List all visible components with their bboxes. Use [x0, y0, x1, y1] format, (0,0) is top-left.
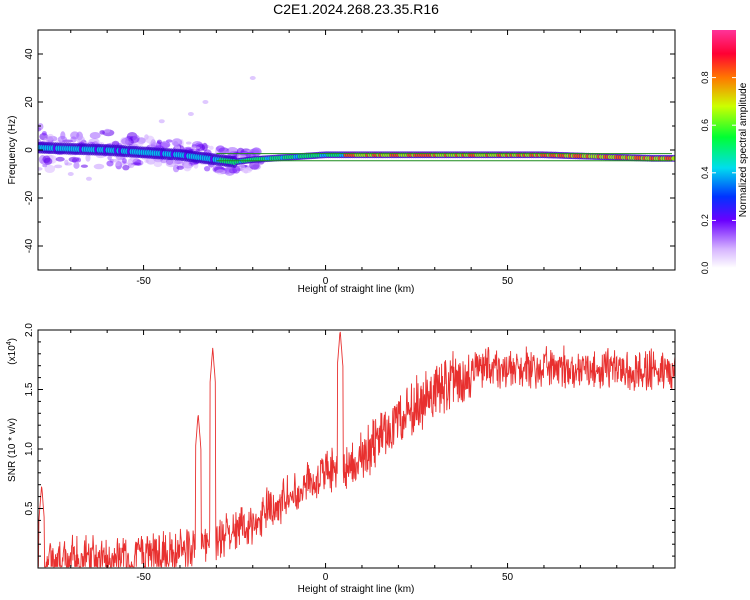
x-tick-label: -50 — [136, 276, 151, 287]
spectral-blob — [70, 136, 77, 143]
figure-title: C2E1.2024.268.23.35.R16 — [273, 1, 439, 17]
colorbar-tick-label: 0.4 — [700, 167, 710, 180]
snr-multiplier: (x104) — [6, 338, 18, 365]
spectral-blob — [60, 131, 66, 140]
spectral-blob — [209, 145, 214, 150]
y-tick-label: 2.0 — [24, 323, 35, 337]
spectral-blob — [55, 156, 65, 162]
spectral-blob — [99, 130, 105, 135]
y-tick-label: 40 — [24, 48, 35, 60]
spectral-blob — [104, 128, 111, 133]
y-tick-label: 20 — [24, 96, 35, 108]
spectral-blob — [64, 162, 73, 166]
colorbar-label: Normalized spectral amplitude — [738, 82, 749, 217]
spectral-blob — [165, 159, 177, 168]
spectral-blob — [132, 134, 140, 143]
spectral-blob — [190, 146, 201, 150]
spectral-blob — [107, 155, 112, 161]
spectral-blob — [67, 172, 74, 176]
spectral-blob — [187, 112, 194, 116]
colorbar-tick-label: 0.6 — [700, 119, 710, 132]
spectrogram-y-label: Frequency (Hz) — [7, 116, 18, 185]
y-tick-label: -40 — [24, 238, 35, 253]
y-tick-label: 0.5 — [24, 501, 35, 515]
spectral-blob — [76, 157, 82, 163]
snr-x-label: Height of straight line (km) — [298, 584, 415, 595]
y-tick-label: 1.0 — [24, 442, 35, 456]
spectral-blob — [38, 167, 43, 171]
spectral-blob — [202, 100, 209, 104]
spectral-blob — [201, 142, 208, 152]
colorbar-ticks: 0.0 0.2 0.4 0.6 0.8 — [700, 71, 736, 274]
spectral-blob — [93, 163, 105, 170]
snr-series-line — [38, 331, 675, 568]
x-tick-label: 0 — [323, 276, 329, 287]
y-tick-label: 1.5 — [24, 382, 35, 396]
spectral-blob — [176, 165, 184, 170]
spectral-blob — [158, 119, 165, 124]
snr-y-label: SNR (10 * v/v) — [7, 418, 18, 482]
spectrogram-panel: -50 0 50 -40 -20 0 20 40 Height of straight lin… — [7, 29, 676, 295]
spectral-blob — [249, 76, 256, 80]
spectral-blob — [38, 123, 44, 130]
spectral-blob — [85, 176, 92, 181]
spectral-blob — [241, 167, 252, 174]
spectral-blob — [89, 131, 101, 140]
ridge-core — [671, 156, 675, 161]
colorbar-tick-label: 0.2 — [700, 214, 710, 227]
colorbar-tick-label: 0.8 — [700, 71, 710, 84]
spectral-blob — [121, 137, 132, 145]
spectral-blob — [215, 145, 225, 152]
spectral-blob — [122, 158, 127, 164]
spectral-blob — [42, 164, 48, 168]
spectral-blob — [145, 135, 155, 144]
spectral-blob — [185, 141, 192, 145]
colorbar: 0.0 0.2 0.4 0.6 0.8 Normalized spectral ampl… — [700, 30, 749, 274]
y-tick-label: 0 — [24, 147, 35, 153]
colorbar-tick-label: 0.0 — [700, 262, 710, 275]
spectral-blob — [54, 164, 63, 169]
spectral-blob — [122, 164, 130, 171]
spectral-blob — [42, 155, 51, 163]
spectral-blob — [153, 160, 163, 168]
spectral-blob — [215, 169, 226, 175]
spectrogram-axes: -50 0 50 -40 -20 0 20 40 — [24, 29, 675, 287]
spectral-blob — [44, 164, 56, 174]
spectral-blob — [80, 164, 88, 168]
spectral-blob — [171, 138, 183, 147]
snr-axes: -50 0 50 0.5 1.0 1.5 2.0 — [24, 323, 675, 583]
spectral-blob — [183, 162, 192, 172]
spectrogram-image — [38, 76, 675, 181]
colorbar-gradient — [712, 30, 736, 268]
spectral-blob — [85, 154, 91, 162]
spectral-blob — [203, 165, 211, 172]
x-tick-label: 50 — [502, 572, 514, 583]
spectral-blob — [127, 162, 135, 169]
spectral-blob — [73, 162, 80, 169]
spectral-blob — [41, 131, 47, 136]
spectral-blob — [134, 141, 144, 147]
spectrogram-x-label: Height of straight line (km) — [298, 284, 415, 295]
x-tick-label: -50 — [136, 572, 151, 583]
x-tick-label: 0 — [323, 572, 329, 583]
spectral-blob — [156, 139, 162, 144]
y-tick-label: -20 — [24, 190, 35, 205]
x-tick-label: 50 — [502, 276, 514, 287]
spectral-blob — [106, 160, 114, 167]
snr-panel: -50 0 50 0.5 1.0 1.5 2.0 Height of straight li… — [6, 323, 676, 595]
spectral-blob — [47, 133, 54, 142]
